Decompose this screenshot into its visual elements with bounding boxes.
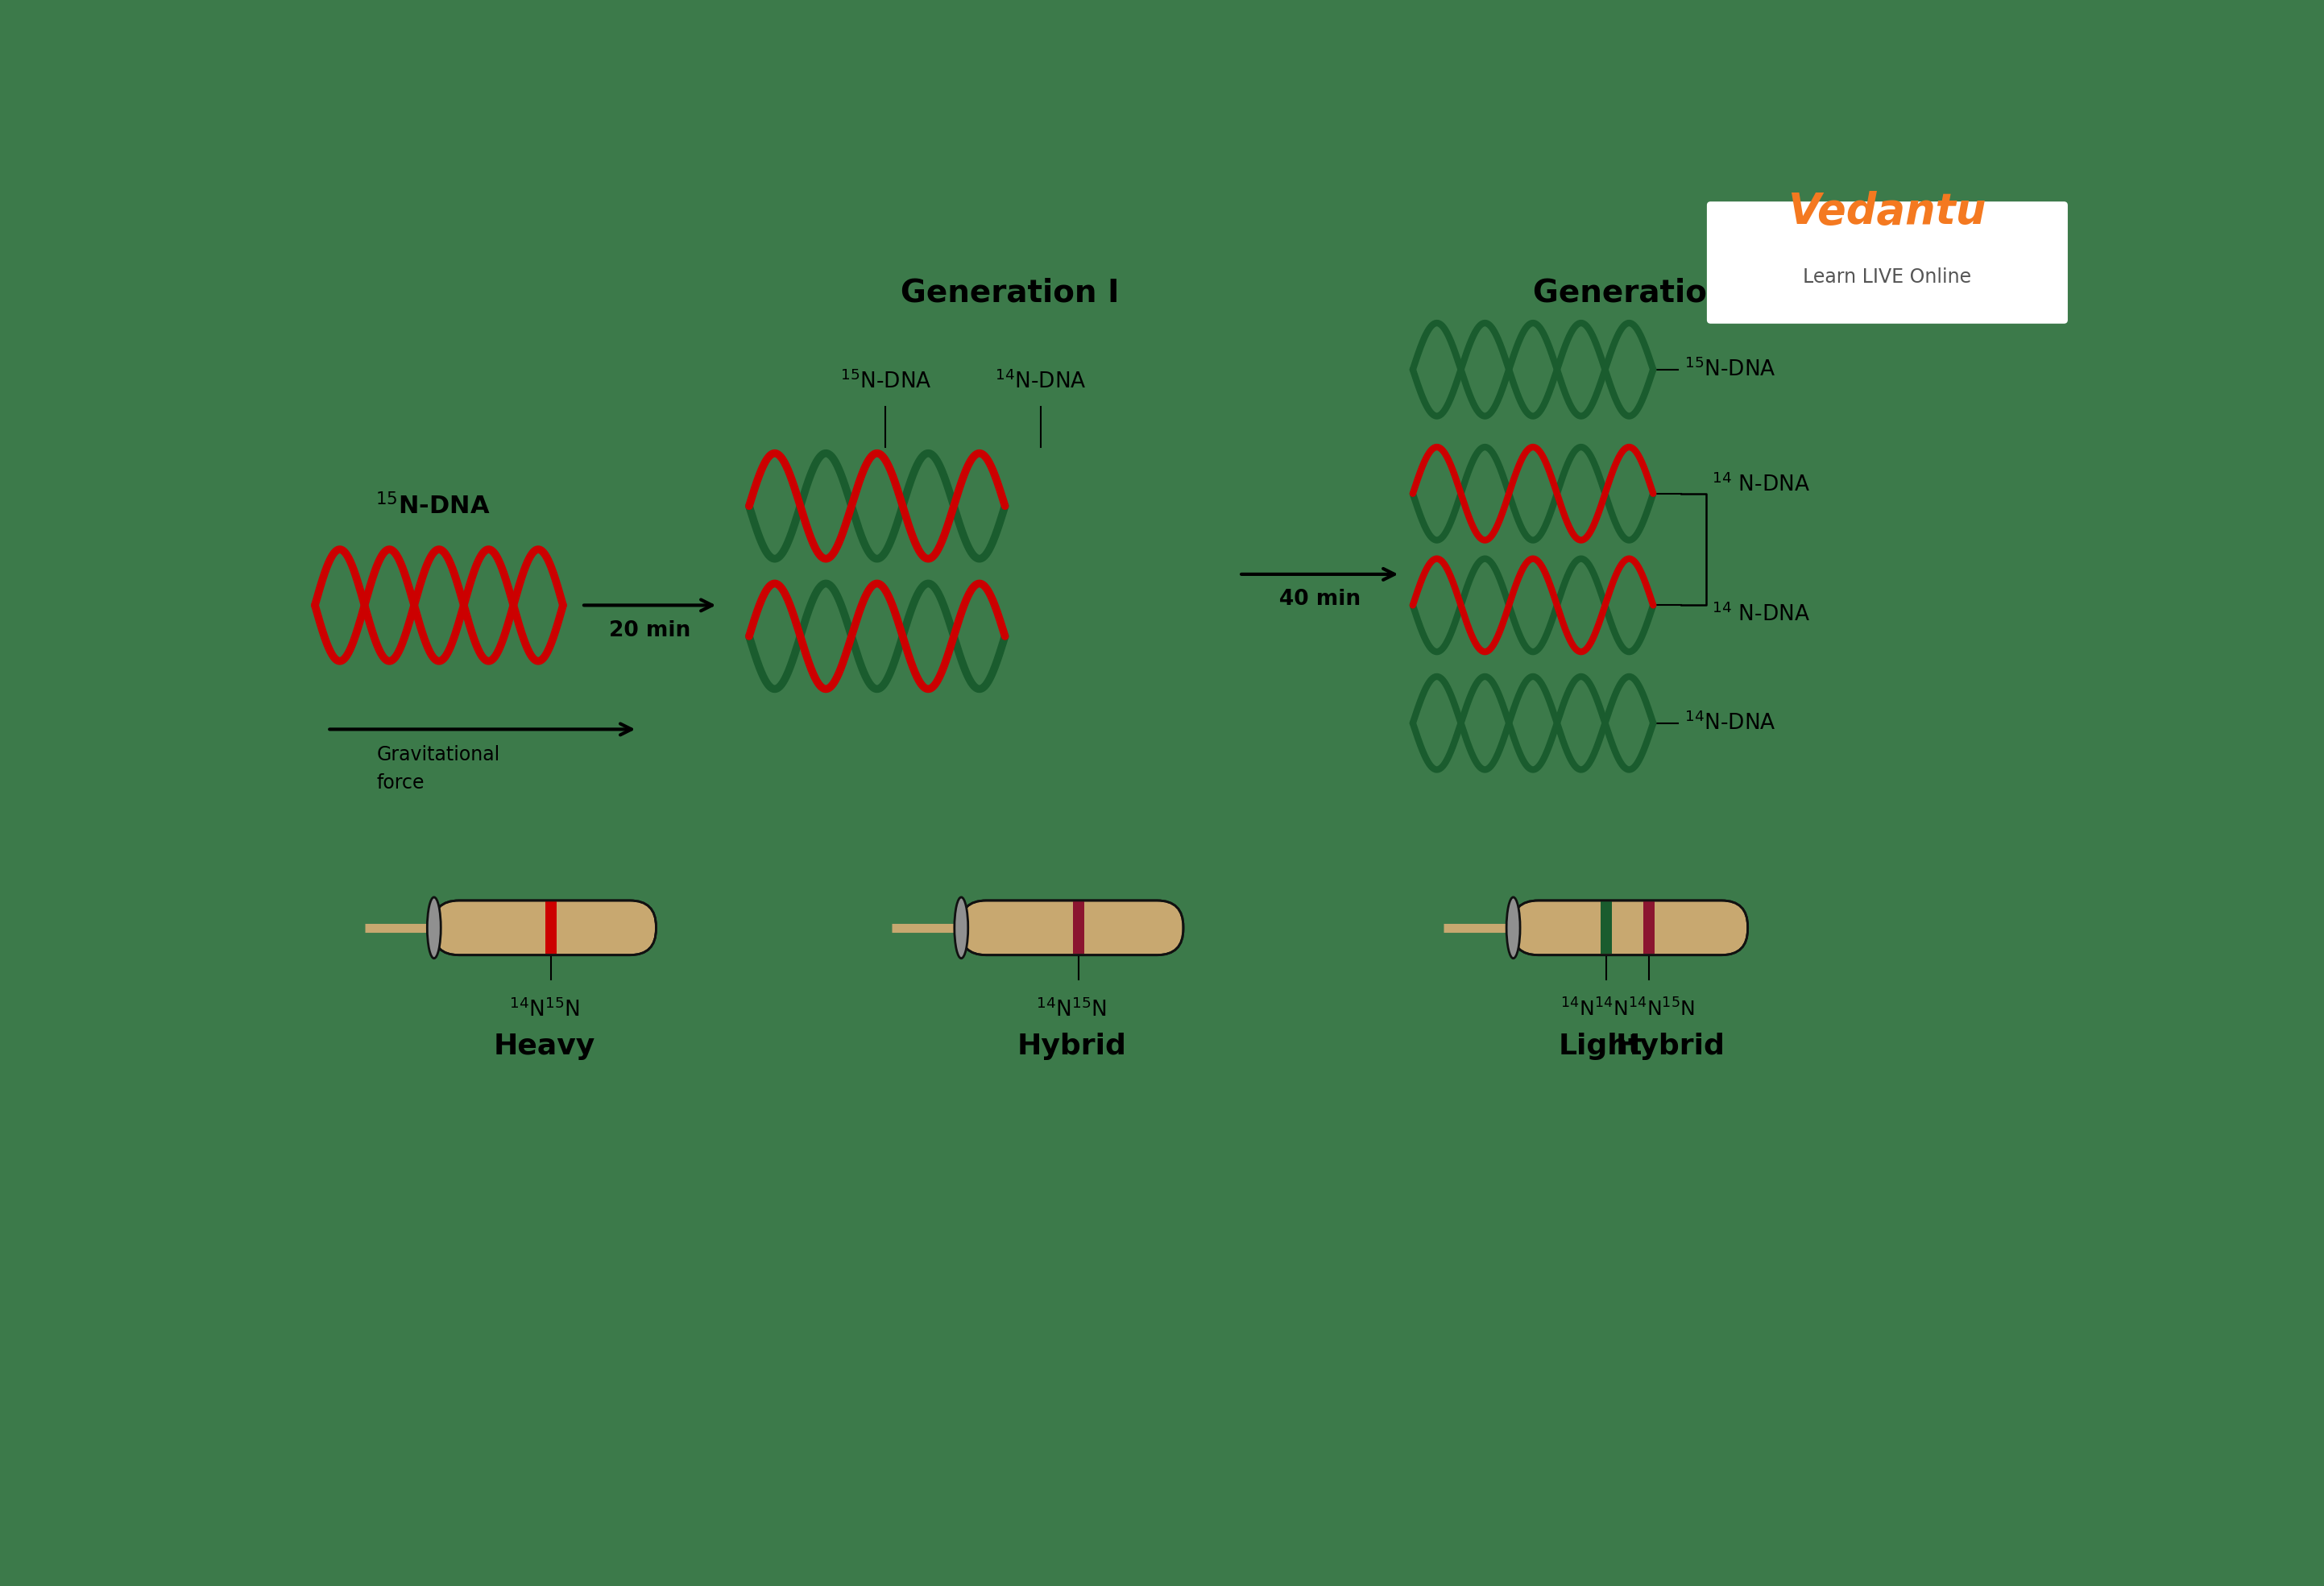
- Bar: [1601, 902, 1613, 953]
- Bar: [1643, 902, 1655, 953]
- Bar: [1074, 902, 1083, 953]
- Text: $^{14}$ N-DNA: $^{14}$ N-DNA: [1713, 603, 1810, 626]
- Ellipse shape: [1506, 898, 1520, 958]
- Text: $^{14}$N$^{14}$N$^{14}$N$^{15}$N: $^{14}$N$^{14}$N$^{14}$N$^{15}$N: [1559, 999, 1694, 1020]
- Text: Vedantu: Vedantu: [1787, 190, 1987, 233]
- Text: Hybrid: Hybrid: [1018, 1032, 1127, 1059]
- Text: Hybrid: Hybrid: [1615, 1032, 1724, 1059]
- Text: $^{14}$N-DNA: $^{14}$N-DNA: [995, 370, 1085, 393]
- Text: 40 min: 40 min: [1278, 588, 1360, 611]
- Text: $^{15}$N-DNA: $^{15}$N-DNA: [1685, 358, 1776, 381]
- Text: $^{14}$ N-DNA: $^{14}$ N-DNA: [1713, 473, 1810, 496]
- Text: Learn LIVE Online: Learn LIVE Online: [1803, 268, 1971, 287]
- Text: $^{15}$N-DNA: $^{15}$N-DNA: [839, 370, 932, 393]
- Text: $^{14}$N$^{15}$N: $^{14}$N$^{15}$N: [1037, 999, 1106, 1021]
- Text: Generation I: Generation I: [899, 278, 1118, 308]
- Text: force: force: [376, 772, 425, 793]
- Ellipse shape: [955, 898, 969, 958]
- Text: Light: Light: [1557, 1032, 1643, 1059]
- FancyBboxPatch shape: [1708, 201, 2066, 324]
- Text: $^{14}$N-DNA: $^{14}$N-DNA: [1685, 712, 1776, 734]
- FancyBboxPatch shape: [1513, 901, 1748, 955]
- Bar: [546, 902, 558, 953]
- Text: 20 min: 20 min: [609, 620, 690, 641]
- Text: Generation II: Generation II: [1534, 278, 1764, 308]
- Text: $^{15}$N-DNA: $^{15}$N-DNA: [374, 493, 490, 519]
- FancyBboxPatch shape: [960, 901, 1183, 955]
- FancyBboxPatch shape: [432, 901, 655, 955]
- Text: Gravitational: Gravitational: [376, 745, 500, 764]
- Text: Heavy: Heavy: [493, 1032, 595, 1059]
- Ellipse shape: [428, 898, 442, 958]
- Text: $^{14}$N$^{15}$N: $^{14}$N$^{15}$N: [509, 999, 579, 1021]
